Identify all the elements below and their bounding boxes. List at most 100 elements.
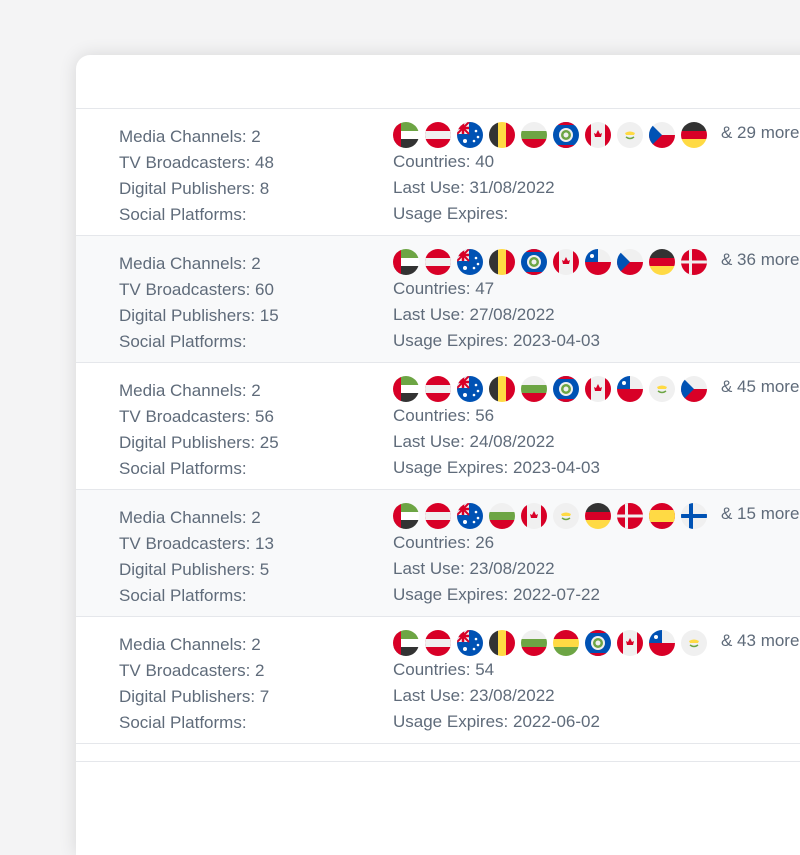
flag-bo-icon bbox=[553, 630, 579, 656]
channel-stats: Media Channels: 2 TV Broadcasters: 48 Di… bbox=[119, 124, 274, 228]
countries-count: Countries: 56 bbox=[393, 406, 495, 425]
usage-expires: Usage Expires: 2022-07-22 bbox=[393, 585, 600, 604]
flag-at-icon bbox=[425, 122, 451, 148]
tv-broadcasters: TV Broadcasters: 56 bbox=[119, 407, 274, 426]
channel-stats: Media Channels: 2 TV Broadcasters: 2 Dig… bbox=[119, 632, 269, 736]
license-list: Media Channels: 2 TV Broadcasters: 48 Di… bbox=[76, 109, 800, 744]
list-footer bbox=[76, 744, 800, 762]
media-channels: Media Channels: 2 bbox=[119, 381, 261, 400]
flag-ca-icon bbox=[585, 122, 611, 148]
more-countries-link[interactable]: & 45 more bbox=[721, 377, 800, 396]
flag-be-icon bbox=[489, 122, 515, 148]
license-row[interactable]: Media Channels: 2 TV Broadcasters: 56 Di… bbox=[76, 363, 800, 490]
flag-es-icon bbox=[649, 503, 675, 529]
countries-count: Countries: 54 bbox=[393, 660, 495, 679]
media-channels: Media Channels: 2 bbox=[119, 635, 261, 654]
social-platforms: Social Platforms: bbox=[119, 586, 247, 605]
tv-broadcasters: TV Broadcasters: 13 bbox=[119, 534, 274, 553]
last-use: Last Use: 27/08/2022 bbox=[393, 305, 555, 324]
digital-publishers: Digital Publishers: 8 bbox=[119, 179, 270, 198]
social-platforms: Social Platforms: bbox=[119, 332, 247, 351]
channel-stats: Media Channels: 2 TV Broadcasters: 56 Di… bbox=[119, 378, 279, 482]
flag-bz-icon bbox=[553, 376, 579, 402]
media-channels: Media Channels: 2 bbox=[119, 254, 261, 273]
last-use: Last Use: 23/08/2022 bbox=[393, 559, 555, 578]
media-channels: Media Channels: 2 bbox=[119, 508, 261, 527]
flag-au-icon bbox=[457, 376, 483, 402]
country-flags bbox=[393, 248, 707, 276]
flag-at-icon bbox=[425, 249, 451, 275]
country-flags bbox=[393, 375, 707, 403]
channel-stats: Media Channels: 2 TV Broadcasters: 60 Di… bbox=[119, 251, 279, 355]
social-platforms: Social Platforms: bbox=[119, 459, 247, 478]
license-row[interactable]: Media Channels: 2 TV Broadcasters: 13 Di… bbox=[76, 490, 800, 617]
flag-cy-icon bbox=[681, 630, 707, 656]
flag-ca-icon bbox=[585, 376, 611, 402]
tv-broadcasters: TV Broadcasters: 60 bbox=[119, 280, 274, 299]
digital-publishers: Digital Publishers: 7 bbox=[119, 687, 270, 706]
digital-publishers: Digital Publishers: 25 bbox=[119, 433, 279, 452]
last-use: Last Use: 23/08/2022 bbox=[393, 686, 555, 705]
digital-publishers: Digital Publishers: 15 bbox=[119, 306, 279, 325]
license-row[interactable]: Media Channels: 2 TV Broadcasters: 2 Dig… bbox=[76, 617, 800, 744]
flag-cy-icon bbox=[617, 122, 643, 148]
flag-dk-icon bbox=[617, 503, 643, 529]
more-countries-link[interactable]: & 15 more bbox=[721, 504, 800, 523]
flag-de-icon bbox=[681, 122, 707, 148]
flag-bz-icon bbox=[585, 630, 611, 656]
flag-at-icon bbox=[425, 376, 451, 402]
country-info: Countries: 47 Last Use: 27/08/2022 Usage… bbox=[393, 248, 707, 354]
flag-at-icon bbox=[425, 630, 451, 656]
usage-expires: Usage Expires: 2023-04-03 bbox=[393, 331, 600, 350]
flag-au-icon bbox=[457, 630, 483, 656]
countries-count: Countries: 40 bbox=[393, 152, 495, 171]
more-countries-link[interactable]: & 29 more bbox=[721, 123, 800, 142]
flag-at-icon bbox=[425, 503, 451, 529]
usage-expires: Usage Expires: bbox=[393, 204, 509, 223]
flag-ae-icon bbox=[393, 122, 419, 148]
countries-count: Countries: 47 bbox=[393, 279, 495, 298]
flag-cl-icon bbox=[617, 376, 643, 402]
flag-cz-icon bbox=[649, 122, 675, 148]
channel-stats: Media Channels: 2 TV Broadcasters: 13 Di… bbox=[119, 505, 274, 609]
more-countries-link[interactable]: & 36 more bbox=[721, 250, 800, 269]
flag-cz-icon bbox=[617, 249, 643, 275]
last-use: Last Use: 31/08/2022 bbox=[393, 178, 555, 197]
last-use: Last Use: 24/08/2022 bbox=[393, 432, 555, 451]
flag-cl-icon bbox=[649, 630, 675, 656]
flag-bg-icon bbox=[521, 376, 547, 402]
card-header bbox=[76, 55, 800, 109]
country-info: Countries: 56 Last Use: 24/08/2022 Usage… bbox=[393, 375, 707, 481]
flag-ae-icon bbox=[393, 503, 419, 529]
flag-au-icon bbox=[457, 249, 483, 275]
flag-au-icon bbox=[457, 122, 483, 148]
social-platforms: Social Platforms: bbox=[119, 713, 247, 732]
more-countries-link[interactable]: & 43 more bbox=[721, 631, 800, 650]
flag-fi-icon bbox=[681, 503, 707, 529]
license-row[interactable]: Media Channels: 2 TV Broadcasters: 60 Di… bbox=[76, 236, 800, 363]
country-info: Countries: 40 Last Use: 31/08/2022 Usage… bbox=[393, 121, 707, 227]
media-channels: Media Channels: 2 bbox=[119, 127, 261, 146]
flag-ae-icon bbox=[393, 376, 419, 402]
country-flags bbox=[393, 629, 707, 657]
flag-de-icon bbox=[585, 503, 611, 529]
country-flags bbox=[393, 121, 707, 149]
tv-broadcasters: TV Broadcasters: 2 bbox=[119, 661, 265, 680]
flag-au-icon bbox=[457, 503, 483, 529]
digital-publishers: Digital Publishers: 5 bbox=[119, 560, 270, 579]
flag-cz-icon bbox=[681, 376, 707, 402]
country-info: Countries: 26 Last Use: 23/08/2022 Usage… bbox=[393, 502, 707, 608]
tv-broadcasters: TV Broadcasters: 48 bbox=[119, 153, 274, 172]
flag-bg-icon bbox=[489, 503, 515, 529]
license-row[interactable]: Media Channels: 2 TV Broadcasters: 48 Di… bbox=[76, 109, 800, 236]
social-platforms: Social Platforms: bbox=[119, 205, 247, 224]
licenses-card: Media Channels: 2 TV Broadcasters: 48 Di… bbox=[76, 55, 800, 855]
flag-bz-icon bbox=[553, 122, 579, 148]
flag-cy-icon bbox=[649, 376, 675, 402]
flag-ca-icon bbox=[553, 249, 579, 275]
flag-ca-icon bbox=[521, 503, 547, 529]
flag-de-icon bbox=[649, 249, 675, 275]
flag-be-icon bbox=[489, 376, 515, 402]
usage-expires: Usage Expires: 2023-04-03 bbox=[393, 458, 600, 477]
flag-bg-icon bbox=[521, 122, 547, 148]
